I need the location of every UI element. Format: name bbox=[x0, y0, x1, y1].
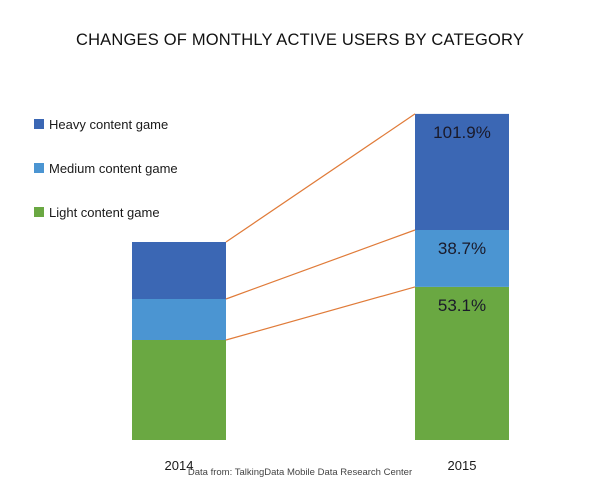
bar-2015-heavy bbox=[415, 113, 509, 230]
bar-2014-medium bbox=[132, 299, 226, 340]
connector-line-light bbox=[225, 286, 416, 341]
x-tick-label-2015: 2015 bbox=[448, 458, 477, 473]
legend-swatch-heavy bbox=[34, 119, 44, 129]
x-tick-label-2014: 2014 bbox=[165, 458, 194, 473]
chart-title: CHANGES OF MONTHLY ACTIVE USERS BY CATEG… bbox=[75, 31, 525, 49]
legend-item-light: Light content game bbox=[34, 204, 178, 220]
bar-2014-heavy bbox=[132, 242, 226, 299]
connector-line-heavy bbox=[225, 113, 416, 243]
legend-swatch-medium bbox=[34, 163, 44, 173]
bar-2015-light bbox=[415, 286, 509, 440]
connector-line-medium bbox=[225, 229, 416, 300]
data-label-2015-medium: 38.7% bbox=[438, 239, 486, 258]
bar-2014-light bbox=[132, 340, 226, 440]
bar-2015-medium bbox=[415, 230, 509, 287]
legend-label-heavy: Heavy content game bbox=[49, 116, 169, 132]
legend-label-light: Light content game bbox=[49, 204, 160, 220]
legend-item-medium: Medium content game bbox=[34, 160, 178, 176]
legend-item-heavy: Heavy content game bbox=[34, 116, 178, 132]
data-source-note: Data from: TalkingData Mobile Data Resea… bbox=[187, 467, 413, 478]
data-label-2015-light: 53.1% bbox=[438, 296, 486, 315]
legend: Heavy content game Medium content game L… bbox=[34, 116, 178, 248]
data-label-2015-heavy: 101.9% bbox=[433, 123, 491, 142]
legend-label-medium: Medium content game bbox=[49, 160, 178, 176]
legend-swatch-light bbox=[34, 207, 44, 217]
